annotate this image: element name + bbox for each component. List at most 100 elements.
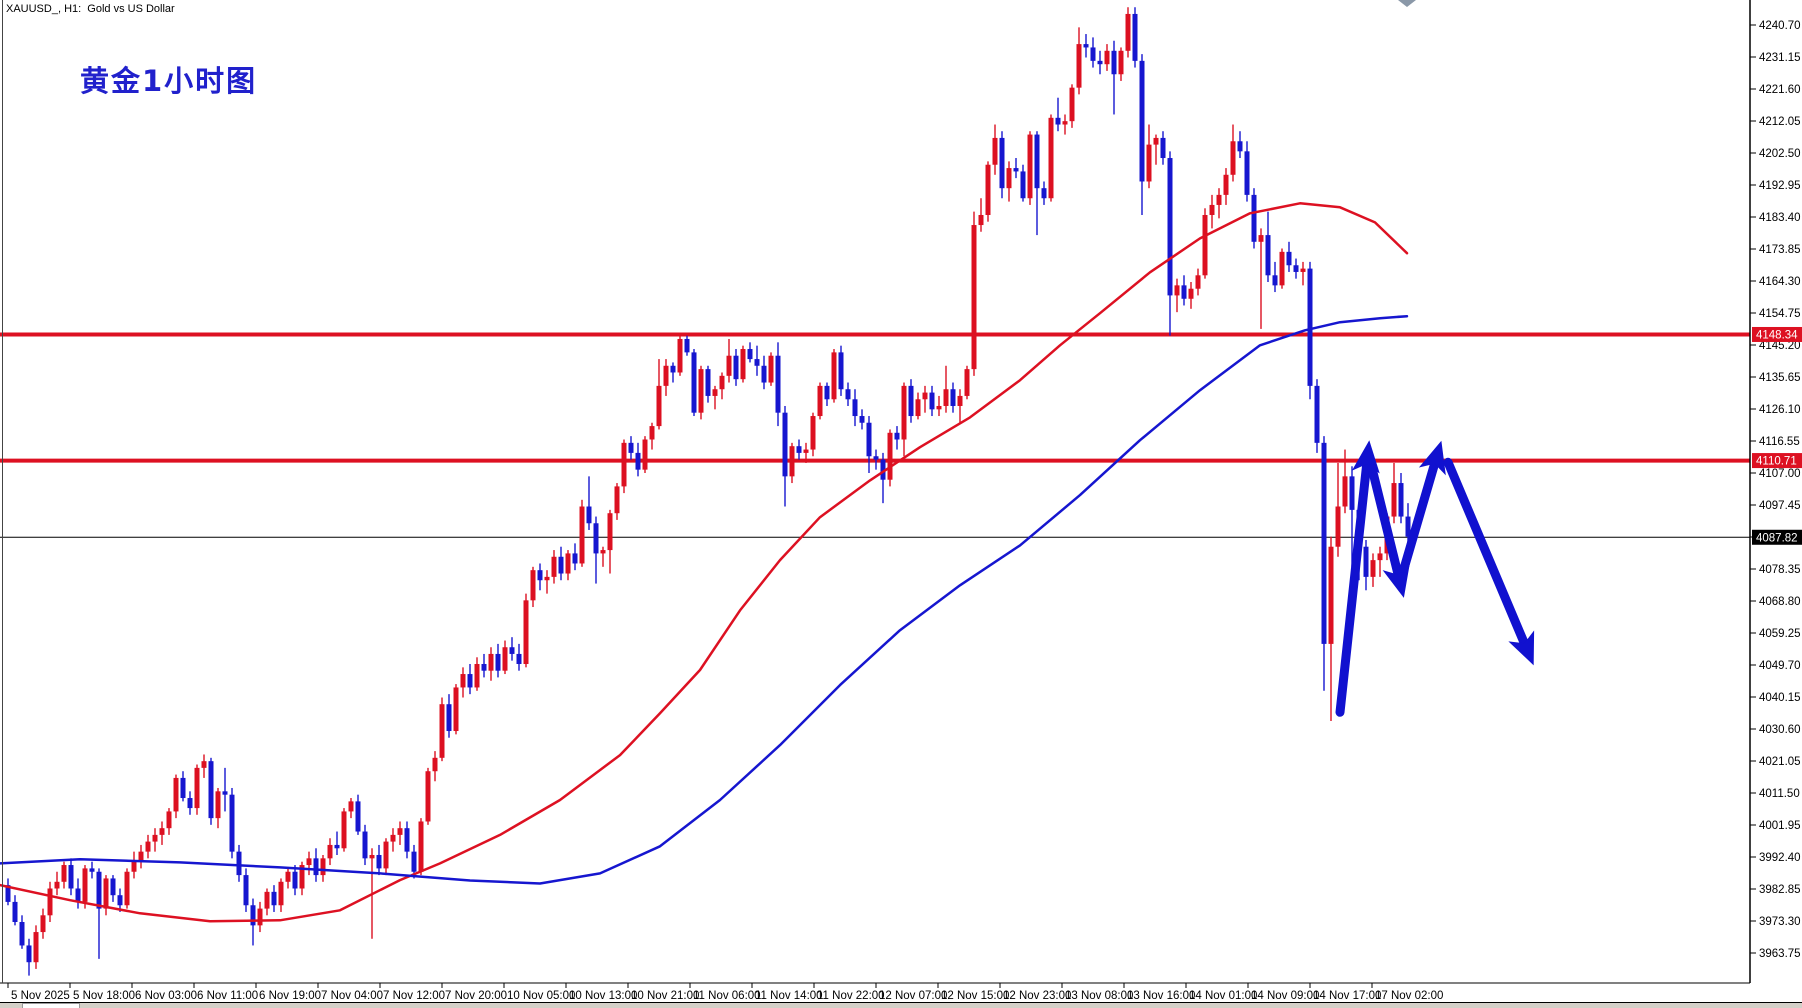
candle-body — [1020, 171, 1026, 199]
forecast-arrows[interactable] — [1335, 440, 1535, 717]
price-badge-label: 4087.82 — [1756, 532, 1798, 544]
candle-body — [649, 426, 655, 440]
candle-body — [208, 761, 214, 819]
time-tick-label: 7 Nov 12:00 — [383, 990, 445, 1002]
forecast-arrow[interactable] — [1443, 457, 1535, 666]
price-tick-label: 4021.05 — [1759, 756, 1801, 768]
candle-body — [614, 486, 620, 514]
candle-body — [1097, 60, 1103, 65]
candle-body — [1055, 117, 1061, 125]
price-badge — [1752, 326, 1802, 342]
time-tick-label: 7 Nov 04:00 — [321, 990, 383, 1002]
candle-body — [1230, 141, 1236, 175]
candle-body — [565, 553, 571, 574]
candle-body — [544, 576, 550, 581]
candle-body — [621, 442, 627, 487]
time-tick-label: 10 Nov 13:00 — [569, 990, 637, 1002]
candle-body — [1090, 47, 1096, 61]
candle-body — [278, 881, 284, 906]
candle-body — [663, 365, 669, 386]
price-tick-label: 4183.40 — [1759, 212, 1801, 224]
candle-body — [376, 854, 382, 869]
candle-body — [810, 416, 816, 450]
price-tick-label: 4231.15 — [1759, 52, 1801, 64]
forecast-arrow[interactable] — [1335, 440, 1380, 717]
candle-body — [124, 871, 130, 906]
price-badge-label: 4110.71 — [1756, 456, 1797, 468]
time-axis[interactable]: 5 Nov 2025 5 Nov 18:00 6 Nov 03:00 6 Nov 11… — [0, 982, 1750, 1002]
candle-body — [859, 416, 865, 423]
candle-body — [516, 653, 522, 664]
candle-body — [1076, 44, 1082, 88]
forecast-arrow[interactable] — [1367, 463, 1410, 598]
time-tick-label: 12 Nov 07:00 — [879, 990, 947, 1002]
candle-body — [1153, 137, 1159, 145]
candle-body — [1272, 275, 1278, 286]
candle-body — [684, 338, 690, 353]
candle-body — [96, 871, 102, 909]
candle-body — [789, 446, 795, 477]
price-tick-label: 4116.55 — [1759, 436, 1800, 448]
candle-body — [194, 767, 200, 809]
price-tick-label: 4212.05 — [1759, 116, 1801, 128]
candle-body — [558, 556, 564, 574]
horizontal-price-lines[interactable] — [0, 332, 1750, 538]
price-tick-label: 4240.70 — [1759, 20, 1801, 32]
ma-line-slow-blue — [0, 314, 1409, 885]
candle-body — [404, 828, 410, 852]
candle-body — [733, 355, 739, 380]
candle-body — [866, 422, 872, 457]
candle-body — [915, 399, 921, 417]
candle-body — [1188, 288, 1194, 299]
time-tick-label: 6 Nov 03:00 — [135, 990, 197, 1002]
candle-body — [299, 865, 305, 889]
price-tick-label: 4202.50 — [1759, 148, 1801, 160]
candle-body — [1069, 87, 1075, 122]
candle-body — [68, 865, 74, 889]
candle-body — [250, 905, 256, 926]
candle-body — [642, 439, 648, 470]
candle-body — [54, 881, 60, 889]
candle-body — [1293, 265, 1299, 272]
candle-body — [236, 851, 242, 876]
price-tick-label: 4145.20 — [1759, 340, 1801, 352]
candle-body — [131, 861, 137, 872]
window-left-border — [2, 0, 3, 983]
candle-body — [845, 389, 851, 400]
price-tick-label: 3982.85 — [1759, 884, 1801, 896]
candle-body — [691, 352, 697, 413]
candle-body — [901, 385, 907, 440]
candle-body — [971, 225, 977, 370]
candle-body — [1209, 204, 1215, 215]
price-tick-label: 4154.75 — [1759, 308, 1801, 320]
candle-body — [341, 811, 347, 849]
candle-body — [1321, 442, 1327, 644]
time-tick-label: 17 Nov 02:00 — [1375, 990, 1443, 1002]
candle-body — [1027, 134, 1033, 199]
candle-body — [481, 663, 487, 671]
candle-body — [334, 844, 340, 849]
candle-body — [313, 858, 319, 876]
candle-body — [1223, 174, 1229, 195]
candle-body — [369, 854, 375, 859]
forecast-arrow[interactable] — [1399, 440, 1446, 573]
candle-body — [47, 888, 53, 916]
candle-body — [159, 828, 165, 835]
time-tick-label: 14 Nov 09:00 — [1251, 990, 1319, 1002]
candle-body — [775, 355, 781, 413]
price-tick-label: 4078.35 — [1759, 564, 1801, 576]
candle-body — [1335, 506, 1341, 547]
price-axis[interactable]: 4240.70 4231.15 4221.60 4212.05 4202.50 4192.… — [1749, 0, 1801, 983]
price-tick-label: 4030.60 — [1759, 724, 1801, 736]
price-tick-label: 4049.70 — [1759, 660, 1801, 672]
candle-body — [215, 791, 221, 819]
candle-body — [26, 945, 32, 963]
candle-body — [929, 392, 935, 410]
candle-body — [390, 834, 396, 842]
candle-body — [425, 771, 431, 822]
candle-body — [1286, 251, 1292, 266]
candle-body — [173, 777, 179, 812]
candle-body — [712, 389, 718, 396]
